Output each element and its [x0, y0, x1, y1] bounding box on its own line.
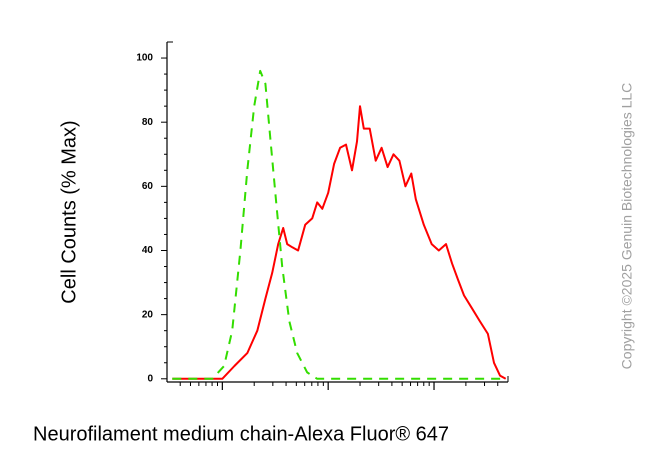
data-line [172, 69, 502, 380]
y-tick-label: 60 [142, 181, 154, 192]
x-axis-label: Neurofilament medium chain-Alexa Fluor® … [33, 423, 449, 445]
y-tick-label: 40 [142, 245, 154, 256]
y-axis-label: Cell Counts (% Max) [58, 120, 80, 303]
y-tick-label: 0 [147, 373, 153, 384]
plot-area: 0 20 40 60 80 100 [136, 41, 509, 390]
y-tick-label: 80 [142, 117, 154, 128]
y-tick-label: 100 [136, 53, 153, 64]
data-line [172, 105, 507, 380]
y-tick-label: 20 [142, 309, 154, 320]
copyright-watermark: Copyright ©2025 Genuin Biotechnologies L… [619, 83, 635, 370]
